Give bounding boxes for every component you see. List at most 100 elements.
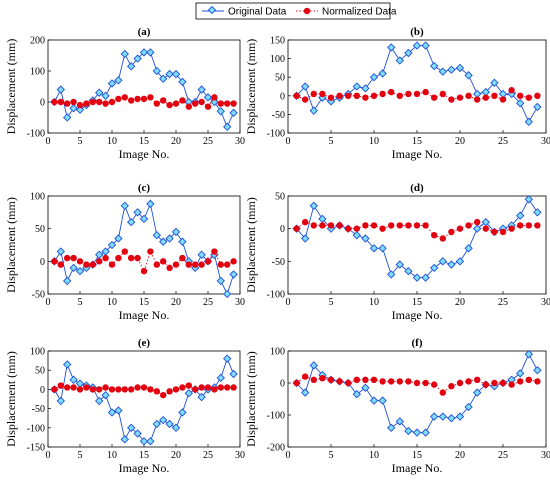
y-tick-label: -200: [267, 443, 285, 454]
normalized-data-point: [362, 376, 369, 383]
x-axis-label: Image No.: [392, 461, 443, 475]
x-tick-label: 15: [412, 450, 422, 461]
normalized-data-point: [51, 386, 58, 393]
normalized-data-point: [134, 384, 141, 391]
original-data-point: [184, 97, 193, 107]
original-data-point: [101, 390, 110, 400]
original-data-point: [75, 105, 85, 114]
normalized-data-point: [140, 95, 148, 103]
normalized-data-point: [172, 261, 180, 268]
original-data-point: [301, 234, 310, 243]
normalized-data-point: [379, 378, 386, 385]
normalized-data-point: [76, 101, 84, 109]
y-tick-label: 150: [270, 36, 285, 47]
normalized-data-point: [121, 248, 128, 255]
y-tick-label: 0: [280, 224, 285, 235]
x-tick-label: 30: [235, 136, 245, 147]
original-data-point: [309, 201, 318, 210]
original-data-point: [184, 389, 193, 398]
normalized-data-point: [166, 264, 173, 272]
normalized-data-point: [465, 378, 472, 385]
normalized-data-point: [379, 225, 386, 232]
normalized-data-point: [89, 98, 97, 106]
original-data-point: [101, 91, 110, 100]
normalized-data-point: [192, 386, 199, 393]
original-data-point: [430, 61, 439, 71]
original-data-point: [490, 78, 499, 87]
x-tick-label: 0: [46, 297, 51, 308]
x-tick-label: 15: [139, 450, 149, 461]
original-data-point: [301, 388, 310, 397]
normalized-data-point: [345, 92, 352, 100]
x-tick-label: 25: [498, 297, 508, 308]
legend-original-label: Original Data: [228, 7, 287, 18]
normalized-data-point: [204, 384, 212, 391]
normalized-data-point: [293, 225, 300, 232]
normalized-data-point: [405, 378, 412, 385]
normalized-data-point: [179, 384, 186, 391]
normalized-data-point: [431, 232, 438, 239]
normalized-data-point: [185, 261, 192, 268]
normalized-data-point: [128, 97, 135, 104]
x-tick-label: 25: [498, 136, 508, 147]
y-tick-label: 50: [275, 73, 285, 84]
original-data-point: [369, 73, 379, 82]
normalized-data-point: [431, 94, 438, 101]
normalized-data-point: [422, 88, 429, 96]
original-data-point: [171, 423, 181, 432]
normalized-data-point: [179, 97, 186, 104]
normalized-data-point: [370, 376, 378, 383]
x-tick-label: 25: [498, 450, 508, 461]
original-data-point: [56, 85, 65, 94]
original-data-point: [171, 69, 181, 79]
x-tick-label: 20: [171, 136, 181, 147]
x-tick-label: 10: [107, 136, 117, 147]
original-data-point: [395, 260, 404, 269]
normalized-data-point: [388, 88, 395, 96]
original-data-point: [165, 69, 174, 79]
y-tick-label: -50: [32, 290, 45, 301]
x-tick-label: 20: [455, 136, 465, 147]
original-data-point: [447, 65, 456, 74]
normalized-data-point: [198, 261, 205, 268]
original-data-point: [412, 41, 422, 50]
normalized-data-point: [302, 373, 309, 380]
normalized-data-point: [327, 94, 335, 101]
original-data-point: [107, 408, 117, 417]
normalized-data-point: [508, 381, 515, 388]
panel-title: (f): [412, 337, 423, 349]
normalized-data-point: [160, 258, 167, 265]
normalized-data-point: [211, 248, 218, 255]
normalized-data-point: [83, 261, 90, 268]
original-data-point: [178, 77, 187, 87]
original-data-point: [430, 263, 439, 273]
normalized-data-point: [302, 96, 309, 103]
y-tick-label: 100: [270, 347, 285, 358]
normalized-data-point: [153, 100, 160, 107]
normalized-data-point: [370, 222, 378, 229]
original-data-point: [473, 89, 482, 99]
original-data-point: [378, 244, 387, 253]
original-data-point: [223, 354, 232, 363]
x-tick-label: 5: [329, 297, 334, 308]
normalized-data-point: [63, 100, 71, 107]
original-data-point: [524, 350, 533, 359]
normalized-data-point: [140, 267, 148, 275]
y-tick-label: 200: [30, 36, 45, 47]
original-data-point: [229, 369, 238, 379]
normalized-data-point: [362, 94, 369, 101]
x-tick-label: 20: [455, 297, 465, 308]
normalized-data-point: [96, 98, 103, 106]
panel-title: (c): [138, 182, 151, 194]
plot-area: [47, 350, 241, 448]
normalized-data-point: [491, 228, 498, 236]
normalized-data-point: [224, 261, 231, 268]
original-data-point: [216, 276, 225, 286]
original-data-point: [395, 56, 404, 65]
normalized-data-point: [121, 386, 128, 393]
panel-title: (b): [410, 26, 424, 38]
normalized-data-point: [185, 103, 192, 110]
panel-title: (d): [410, 182, 424, 194]
original-data-point: [516, 99, 525, 108]
normalized-data-point: [431, 381, 438, 388]
